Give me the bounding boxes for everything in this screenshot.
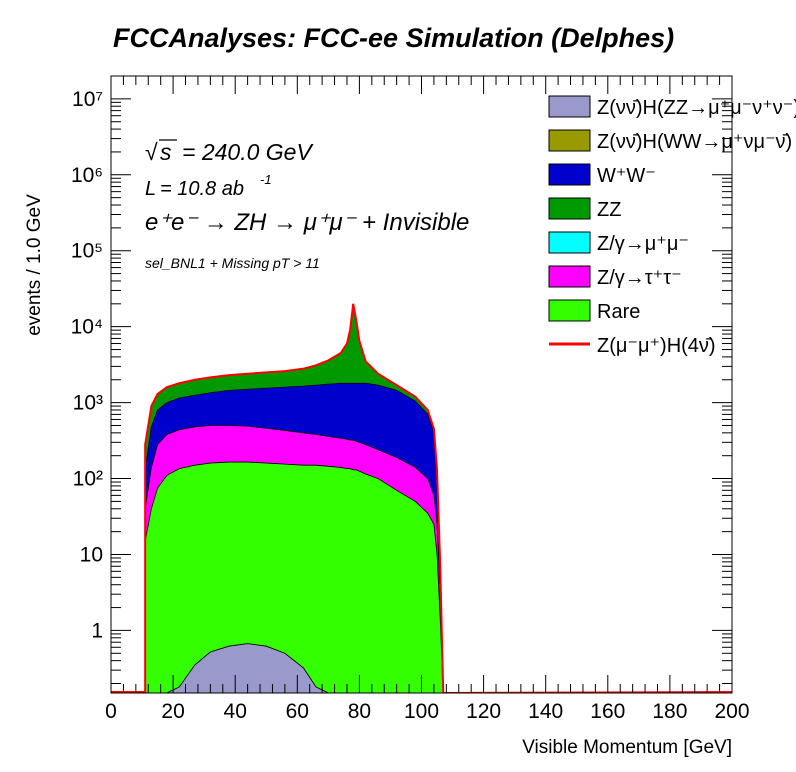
x-tick-label: 20 [161, 700, 184, 723]
legend-label: W⁺W⁻ [597, 165, 656, 187]
legend-label: Z(νν̄)H(WW→μ⁺νμ⁻ν̄) [597, 131, 792, 153]
legend-entry: Rare [548, 299, 640, 323]
y-tick-label: 10⁷ [72, 88, 103, 111]
x-tick-label: 40 [224, 700, 247, 723]
x-tick-label: 0 [105, 700, 117, 723]
legend-swatch [548, 299, 591, 322]
legend-entry: W⁺W⁻ [548, 163, 656, 187]
lumi-value: = 10.8 ab [160, 178, 244, 200]
legend-entry: Z(νν̄)H(WW→μ⁺νμ⁻ν̄) [548, 129, 792, 153]
legend-label: Z/γ→μ⁺μ⁻ [597, 233, 689, 255]
plot-area [110, 75, 733, 694]
y-tick-label: 10⁶ [71, 164, 103, 187]
signal-line [111, 303, 732, 693]
legend-entry: Z/γ→μ⁺μ⁻ [548, 231, 689, 255]
y-tick-label: 10⁴ [71, 316, 103, 339]
x-tick-labels: 0 20 40 60 80 100 120 140 160 180 200 [105, 700, 749, 723]
x-tick-label: 120 [466, 700, 501, 723]
lumi-symbol: L [145, 178, 156, 200]
legend-label: Z(μ⁻μ⁺)H(4ν̄) [597, 335, 716, 357]
y-tick-label: 10 [80, 543, 103, 566]
y-tick-label: 10⁵ [71, 240, 103, 263]
legend-swatch [548, 197, 591, 220]
legend-entry: Z(μ⁻μ⁺)H(4ν̄) [549, 335, 716, 357]
x-tick-label: 80 [348, 700, 371, 723]
legend-swatch [548, 231, 591, 254]
y-tick-label: 10³ [73, 392, 103, 415]
annotations: √ s = 240.0 GeV L = 10.8 ab -1 e⁺e⁻ → ZH… [145, 139, 469, 271]
legend-label: Z/γ→τ⁺τ⁻ [597, 267, 682, 289]
legend-label: Rare [597, 301, 640, 323]
y-axis-label: events / 1.0 GeV [24, 194, 45, 336]
sqrt-s-annotation: √ s = 240.0 GeV [145, 139, 314, 165]
x-tick-label: 200 [714, 700, 749, 723]
legend-swatch [548, 265, 591, 288]
y-tick-label: 10² [73, 468, 103, 491]
legend-entry: ZZ [548, 197, 621, 221]
series-area-z-h-zz- [145, 643, 444, 693]
axis-ticks [110, 76, 733, 693]
legend-swatch [548, 95, 591, 118]
sqrt-s-value: = 240.0 GeV [182, 139, 314, 165]
y-tick-label: 1 [91, 619, 103, 642]
x-tick-label: 100 [404, 700, 439, 723]
legend-swatch [548, 129, 591, 152]
x-tick-label: 180 [652, 700, 687, 723]
luminosity-annotation: L = 10.8 ab -1 [145, 172, 272, 200]
legend-entry: Z/γ→τ⁺τ⁻ [548, 265, 682, 289]
lumi-exponent: -1 [260, 172, 272, 187]
series-area-rare [144, 461, 444, 693]
y-tick-labels: 1 10 10² 10³ 10⁴ 10⁵ 10⁶ 10⁷ [71, 88, 103, 643]
process-annotation: e⁺e⁻ → ZH → μ⁺μ⁻ + Invisible [145, 209, 469, 236]
legend-label: Z(νν̄)H(ZZ→μ⁺μ⁻ν⁺ν⁻) [597, 97, 796, 119]
x-axis-label: Visible Momentum [GeV] [522, 737, 732, 758]
x-tick-label: 160 [590, 700, 625, 723]
x-tick-label: 140 [528, 700, 563, 723]
legend-label: ZZ [597, 199, 621, 221]
sqrt-symbol: √ [145, 139, 158, 165]
legend: Z(νν̄)H(ZZ→μ⁺μ⁻ν⁺ν⁻) Z(νν̄)H(WW→μ⁺νμ⁻ν̄) W… [548, 95, 796, 357]
selection-annotation: sel_BNL1 + Missing pT > 11 [145, 255, 320, 271]
chart-title: FCCAnalyses: FCC-ee Simulation (Delphes) [113, 23, 674, 53]
legend-swatch [548, 163, 591, 186]
legend-entry: Z(νν̄)H(ZZ→μ⁺μ⁻ν⁺ν⁻) [548, 95, 796, 119]
stacked-areas [111, 303, 732, 693]
sqrt-s-symbol: s [160, 139, 172, 165]
x-tick-label: 60 [286, 700, 309, 723]
